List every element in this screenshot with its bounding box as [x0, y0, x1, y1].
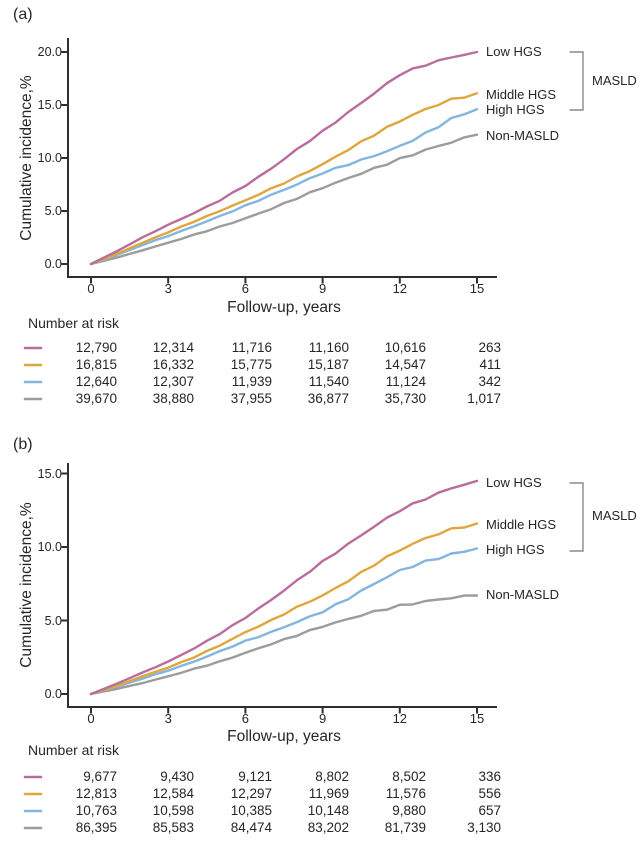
- panel-a-risk-count: 39,670: [75, 391, 117, 406]
- panel-a-y-tick-label: 15.0: [37, 98, 62, 112]
- panel-b-risk-count: 657: [478, 803, 501, 818]
- panel-b-risk-count: 9,880: [392, 803, 426, 818]
- panel-a-masld-bracket-label: MASLD: [592, 73, 637, 88]
- panel-a-number-at-risk-header: Number at risk: [28, 315, 120, 331]
- panel-b-curve-non-masld: [89, 594, 479, 696]
- panel-a-risk-count: 16,815: [75, 357, 117, 372]
- panel-a-risk-count: 12,790: [75, 340, 117, 355]
- panel-a-risk-count: 11,160: [308, 340, 349, 355]
- panel-a-risk-count: 11,939: [231, 374, 272, 389]
- panel-b-y-tick-label: 10.0: [37, 540, 62, 554]
- panel-b-risk-count: 83,202: [307, 820, 349, 835]
- panel-a-y-tick-label: 20.0: [37, 45, 62, 59]
- panel-a-risk-count: 11,540: [308, 374, 349, 389]
- panel-a-x-tick-label: 12: [392, 281, 408, 296]
- panel-a-curve-label-middle-hgs: Middle HGS: [486, 87, 557, 102]
- panel-a-x-tick-label: 0: [87, 281, 95, 296]
- panel-b-risk-count: 336: [478, 769, 501, 784]
- panel-b-risk-count: 9,677: [83, 769, 117, 784]
- panel-b-curve-label-middle-hgs: Middle HGS: [486, 517, 557, 532]
- panel-b-risk-count: 3,130: [467, 820, 501, 835]
- panel-b-x-axis-title: Follow-up, years: [227, 728, 341, 745]
- panel-a-risk-count: 10,616: [384, 340, 426, 355]
- panel-b-risk-count: 11,576: [385, 786, 426, 801]
- panel-b-curve-label-high-hgs: High HGS: [486, 542, 545, 557]
- panel-a-risk-count: 15,187: [307, 357, 349, 372]
- panel-a-risk-count: 11,716: [231, 340, 272, 355]
- panel-b-curve-label-non-masld: Non-MASLD: [486, 587, 559, 602]
- panel-a-risk-count: 38,880: [152, 391, 194, 406]
- panel-a-label: (a): [13, 6, 33, 23]
- panel-b-risk-count: 9,430: [160, 769, 194, 784]
- panel-a-risk-count: 35,730: [384, 391, 426, 406]
- panel-b-label: (b): [13, 436, 33, 453]
- panel-b-risk-count: 9,121: [238, 769, 272, 784]
- panel-a-risk-count: 1,017: [467, 391, 501, 406]
- panel-b-x-tick-label: 6: [241, 711, 249, 726]
- panel-b-risk-count: 12,813: [75, 786, 117, 801]
- panel-a-risk-count: 12,314: [152, 340, 194, 355]
- panel-b-curve-high-hgs: [89, 547, 479, 696]
- panel-a-curve-label-high-hgs: High HGS: [486, 102, 545, 117]
- panel-a-risk-count: 36,877: [307, 391, 349, 406]
- panel-a-y-tick-label: 5.0: [44, 204, 62, 218]
- panel-a-curve-middle-hgs: [89, 92, 479, 266]
- panel-a-curve-non-masld: [89, 133, 479, 266]
- panel-b-risk-count: 84,474: [230, 820, 272, 835]
- panel-a-risk-count: 15,775: [230, 357, 272, 372]
- panel-b-curve-middle-hgs: [89, 522, 479, 696]
- panel-a-risk-count: 411: [479, 357, 501, 372]
- panel-b-y-tick-label: 5.0: [44, 613, 62, 628]
- panel-b-risk-count: 86,395: [75, 820, 117, 835]
- panel-b-x-tick-label: 3: [164, 711, 172, 726]
- panel-b-risk-count: 12,297: [230, 786, 272, 801]
- panel-b-risk-count: 10,763: [75, 803, 117, 818]
- panel-b-masld-bracket: [569, 482, 584, 552]
- panel-b-curve-low-hgs: [89, 479, 479, 696]
- panel-a-curve-high-hgs: [89, 107, 479, 266]
- panel-b-risk-count: 10,598: [152, 803, 194, 818]
- panel-b-risk-count: 10,385: [230, 803, 272, 818]
- panel-b-y-tick-label: 0.0: [44, 687, 62, 701]
- panel-b-masld-bracket-label: MASLD: [592, 508, 637, 523]
- panel-b-risk-count: 556: [478, 786, 501, 801]
- panel-a-y-tick-label: 10.0: [37, 151, 62, 165]
- panel-a-risk-count: 12,640: [75, 374, 117, 389]
- panel-b-x-tick-label: 12: [392, 711, 408, 726]
- panel-a-risk-count: 263: [478, 340, 501, 355]
- panel-a-curve-label-non-masld: Non-MASLD: [486, 128, 559, 143]
- panel-a-risk-count: 14,547: [384, 357, 426, 372]
- panel-b-risk-count: 10,148: [307, 803, 349, 818]
- panel-a-risk-count: 37,955: [230, 391, 272, 406]
- panel-b-risk-count: 11,969: [308, 786, 349, 801]
- panel-a-x-axis-title: Follow-up, years: [227, 299, 341, 316]
- panel-b-risk-count: 81,739: [384, 820, 426, 835]
- panel-a-curve-label-low-hgs: Low HGS: [486, 44, 542, 59]
- panel-a-x-tick-label: 15: [469, 281, 485, 296]
- panel-b-x-tick-label: 9: [318, 711, 327, 726]
- panel-b-risk-count: 85,583: [152, 820, 194, 835]
- panel-a-x-tick-label: 9: [318, 281, 327, 296]
- panel-a-risk-count: 12,307: [152, 374, 194, 389]
- panel-b-y-tick-label: 15.0: [37, 466, 62, 481]
- panel-b-risk-count: 12,584: [152, 786, 194, 801]
- panel-a-y-tick-label: 0.0: [44, 257, 62, 271]
- panel-a-risk-count: 11,124: [385, 374, 426, 389]
- panel-b-curve-label-low-hgs: Low HGS: [486, 475, 542, 490]
- panel-b-risk-count: 8,802: [315, 769, 349, 784]
- panel-a-curve-low-hgs: [89, 50, 479, 266]
- panel-b-number-at-risk-header: Number at risk: [28, 742, 120, 758]
- panel-b-risk-count: 8,502: [392, 769, 426, 784]
- panel-b-x-tick-label: 0: [87, 711, 95, 726]
- panel-a-risk-count: 342: [478, 374, 501, 389]
- panel-b-y-axis-title: Cumulative incidence,%: [18, 502, 35, 668]
- panel-a-masld-bracket: [569, 51, 584, 111]
- panel-a-x-tick-label: 6: [241, 281, 249, 296]
- panel-a-risk-count: 16,332: [152, 357, 194, 372]
- panel-b-x-tick-label: 15: [469, 711, 485, 726]
- panel-a-x-tick-label: 3: [164, 281, 172, 296]
